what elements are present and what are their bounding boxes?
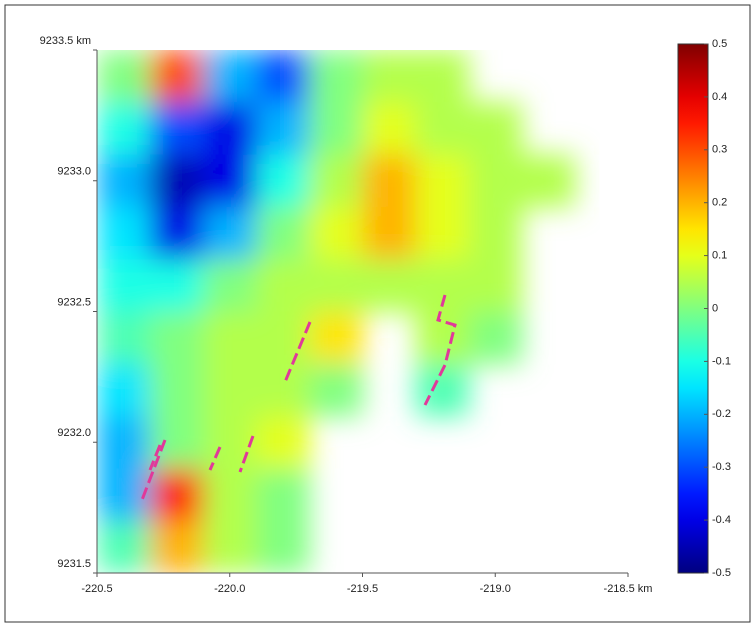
colorbar-tick-label: 0.3 [712,144,727,156]
cell [150,364,204,417]
cell [97,416,151,469]
cell [416,50,470,103]
colorbar-tick-label: -0.1 [712,355,731,367]
colorbar-tick-label: 0 [712,302,718,314]
cell [309,50,363,103]
cell [97,155,151,208]
cell [203,521,257,574]
colorbar-tick-label: -0.2 [712,408,731,420]
y-tick-label: 9232.5 [57,296,91,308]
cell [203,312,257,365]
cell [150,521,204,574]
cell [203,207,257,260]
cell [522,155,576,208]
colorbar-tick-label: 0.5 [712,38,727,50]
cell [363,102,417,155]
cell [203,259,257,312]
colorbar-tick-label: -0.4 [712,514,731,526]
colorbar-tick-label: -0.5 [712,567,731,579]
cell [97,259,151,312]
cell [469,207,523,260]
cell [97,521,151,574]
cell [309,259,363,312]
cell [203,468,257,521]
colorbar-tick-label: 0.4 [712,91,727,103]
cell [469,102,523,155]
cell [363,207,417,260]
x-tick-label: -219.5 [347,583,378,595]
cell [256,468,310,521]
y-tick-label: 9233.0 [57,166,91,178]
cell [363,155,417,208]
cell [150,207,204,260]
colorbar-tick-label: 0.2 [712,197,727,209]
cell [203,364,257,417]
cell [416,207,470,260]
cell [97,312,151,365]
cell [97,102,151,155]
cell [416,312,470,365]
cell [150,468,204,521]
cell [469,259,523,312]
cell [203,50,257,103]
cell [309,312,363,365]
cell [256,102,310,155]
cell [150,312,204,365]
cell [469,312,523,365]
cell [256,207,310,260]
cell [203,416,257,469]
cell [309,102,363,155]
x-tick-label: -220.0 [214,583,245,595]
y-tick-label: 9231.5 [57,558,91,570]
cell [309,364,363,417]
x-tick-label: -218.5 km [604,583,653,595]
cell [203,155,257,208]
x-tick-label: -219.0 [480,583,511,595]
cell [256,259,310,312]
cell [203,102,257,155]
cell [97,50,151,103]
y-tick-label: 9232.0 [57,427,91,439]
cell [256,50,310,103]
cell [469,155,523,208]
cell [150,102,204,155]
cell [363,259,417,312]
cell [416,155,470,208]
cell [256,521,310,574]
x-tick-label: -220.5 [81,583,112,595]
colorbar [678,44,708,573]
cell [150,155,204,208]
cell [97,207,151,260]
cell [256,364,310,417]
cell [256,155,310,208]
cell [363,50,417,103]
cell [97,364,151,417]
cell [150,259,204,312]
cell [256,416,310,469]
cell [416,102,470,155]
figure: -220.5 -220.0 -219.5 -219.0 -218.5 km 9233.5 … [0,0,756,628]
colorbar-tick-label: -0.3 [712,461,731,473]
cell [150,50,204,103]
y-tick-label: 9233.5 km [40,35,91,47]
colorbar-tick-label: 0.1 [712,250,727,262]
cell [309,155,363,208]
cell [309,207,363,260]
